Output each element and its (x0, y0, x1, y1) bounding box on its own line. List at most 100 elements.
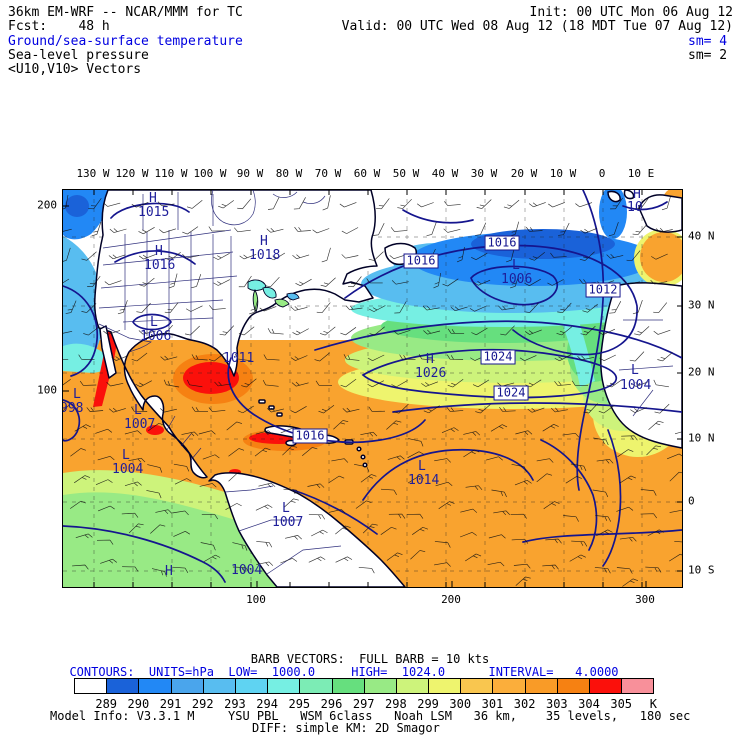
pressure-center-label: 1018 (249, 248, 281, 263)
colorbar-tick-label: 299 (417, 697, 439, 711)
colorbar-cell: 291 (138, 678, 181, 711)
pressure-center-label: 1007 (124, 417, 156, 432)
map-canvas (63, 190, 682, 587)
pressure-contours (63, 190, 682, 583)
lon-tick-label: 130 W (76, 167, 110, 180)
colorbar-cell: 295 (267, 678, 310, 711)
colorbar-tick-label: 292 (191, 697, 214, 711)
colorbar-tick-label: 300 (449, 697, 472, 711)
ireland (623, 190, 635, 200)
colorbar-cell: 303 (524, 678, 568, 711)
contour-value-label: 1016 (484, 235, 520, 251)
lon-tick-label: 10 E (627, 167, 655, 180)
colorbar-cell: 305 (589, 678, 632, 711)
lon-tick-label: 0 (598, 167, 606, 180)
pressure-center-label: 1007 (272, 515, 304, 530)
lat-tick-label: 0 (688, 494, 695, 508)
barb-legend: BARB VECTORS: FULL BARB = 10 kts (250, 652, 490, 666)
colorbar: 289 290 291 292 293 294 295 296 297 298 … (74, 678, 657, 711)
colorbar-cell: 304 (556, 678, 600, 711)
colorbar-tick-label: 297 (352, 697, 375, 711)
pressure-center-label: L (73, 387, 81, 402)
colorbar-tick-label: 303 (545, 697, 568, 711)
colorbar-tick-label: 304 (578, 697, 600, 711)
model-info: Model Info: V3.3.1 M (50, 709, 195, 723)
lat-tick-label: 10 S (688, 563, 715, 577)
colorbar-tick-label: 290 (127, 697, 150, 711)
colorbar-cell: 290 (106, 678, 149, 711)
field-pressure-label: Sea-level pressure (8, 48, 149, 63)
pressure-center-label: L (134, 403, 142, 418)
pressure-center-label: 1014 (408, 473, 440, 488)
grid-y-label: 200 (37, 198, 57, 212)
antilles-3 (362, 462, 368, 468)
colorbar-tick-label: 296 (320, 697, 343, 711)
pressure-center-label: L (282, 501, 290, 516)
pressure-center-label: L (150, 315, 158, 330)
pressure-center-label: H (426, 352, 434, 367)
pressure-center-label: L (512, 258, 520, 273)
colorbar-cell: 297 (331, 678, 375, 711)
north-america (94, 190, 378, 479)
colorbar-cell: 302 (492, 678, 535, 711)
colorbar-cell: 293 (202, 678, 246, 711)
pressure-center-label: H (149, 191, 157, 206)
pressure-center-label: L (122, 448, 130, 463)
colorbar-tick-label: K (649, 697, 657, 711)
colorbar-tick-label: 301 (481, 697, 504, 711)
bahamas-3 (276, 412, 283, 417)
field-temperature-label: Ground/sea-surface temperature (8, 34, 243, 49)
pressure-center-label: H (260, 234, 268, 249)
grid-x-label: 200 (441, 593, 461, 606)
init-time: Init: 00 UTC Mon 06 Aug 12 (529, 5, 734, 20)
lat-tick-label: 10 N (688, 431, 715, 445)
colorbar-tick-label: 289 (95, 697, 118, 711)
smoothing-pres: sm= 2 (688, 48, 728, 63)
pressure-center-label: 1026 (415, 366, 447, 381)
lon-tick-label: 30 W (470, 167, 498, 180)
pressure-center-label: 998 (62, 401, 84, 416)
grid-x-label: 100 (246, 593, 266, 606)
contour-legend: CONTOURS: UNITS=hPa LOW= 1000.0 HIGH= 10… (69, 665, 619, 679)
bahamas-1 (258, 399, 266, 404)
weather-map: H 1015 H 1016 H 1018 L 1006 1011 L 998 L 1007 L 1004 L 1… (62, 189, 683, 588)
contour-value-label: 1012 (585, 282, 621, 298)
grid-x-label: 300 (635, 593, 655, 606)
valid-time: Valid: 00 UTC Wed 08 Aug 12 (18 MDT Tue … (341, 19, 733, 34)
pressure-center-label: L (418, 459, 426, 474)
lon-tick-label: 20 W (510, 167, 538, 180)
model-title: 36km EM-WRF -- NCAR/MMM for TC (8, 5, 243, 20)
lon-tick-label: 120 W (115, 167, 149, 180)
baja-california (99, 325, 117, 379)
bahamas-2 (268, 405, 275, 410)
pressure-center-label: 10 (627, 200, 643, 215)
colorbar-tick-label: 294 (256, 697, 278, 711)
pressure-center-label: 1015 (138, 205, 170, 220)
lat-tick-label: 40 N (688, 229, 715, 243)
colorbar-cell: 300 (428, 678, 471, 711)
colorbar-cell: 296 (299, 678, 342, 711)
contour-value-label: 1016 (403, 253, 439, 269)
colorbar-cell: 294 (234, 678, 278, 711)
pressure-center-label: 1004 (112, 462, 144, 477)
colorbar-cell: 289 (74, 678, 117, 711)
pressure-center-label: 1016 (144, 258, 176, 273)
lon-tick-label: 90 W (236, 167, 264, 180)
colorbar-tick-label: 302 (513, 697, 536, 711)
colorbar-tick-label: 293 (224, 697, 246, 711)
field-vectors-label: <U10,V10> Vectors (8, 62, 142, 77)
lon-tick-label: 10 W (549, 167, 577, 180)
lon-tick-label: 100 W (193, 167, 227, 180)
colorbar-cell: K (621, 678, 657, 711)
colorbar-tick-label: 298 (385, 697, 407, 711)
colorbar-cell: 298 (363, 678, 407, 711)
antilles-1 (356, 446, 362, 452)
axis-ticks (63, 190, 682, 587)
lon-tick-label: 50 W (392, 167, 420, 180)
lat-tick-label: 20 N (688, 365, 715, 379)
diffusion-info: DIFF: simple KM: 2D Smagor (252, 721, 440, 735)
physics-options: YSU PBL WSM 6class Noah LSM 36 km, 35 le… (228, 709, 691, 723)
pressure-center-label: H (633, 189, 641, 202)
forecast-hour: Fcst: 48 h (8, 19, 110, 34)
contour-value-label: 1016 (292, 428, 328, 444)
